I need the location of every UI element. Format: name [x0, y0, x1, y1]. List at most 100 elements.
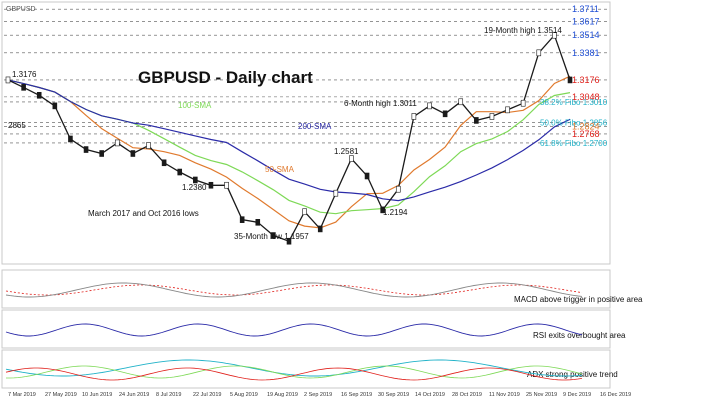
x-axis-labels: 7 Mar 2019 27 May 2019 10 Jun 2019 24 Jun 2… — [8, 392, 631, 398]
moving-averages — [7, 75, 571, 229]
adx-panel — [1, 349, 611, 389]
right-axis-label-5: 1.3048 — [572, 92, 600, 102]
right-axis-label-0: 1.3711 — [572, 4, 599, 14]
annotation-1: 1.3176 — [12, 70, 37, 79]
x-tick-label-11: 14 Oct 2019 — [415, 392, 445, 398]
right-axis-label-6: 38.2% Fibo 1.3010 — [540, 98, 608, 107]
price-point-9 — [146, 142, 151, 149]
price-point-0 — [5, 76, 11, 84]
right-axis-labels: 1.3711 1.3617 1.3514 1.3381 1.3176 1.304838.2… — [540, 4, 608, 148]
price-point-24 — [380, 206, 385, 214]
annotation-0: 19-Month high 1.3514 — [484, 26, 562, 35]
price-point-2 — [36, 91, 42, 99]
x-tick-label-10: 30 Sep 2019 — [378, 392, 409, 398]
price-point-29 — [458, 98, 464, 106]
price-point-26 — [411, 113, 417, 120]
right-axis-label-8: 1.2824 — [572, 122, 600, 132]
annotation-2: 6-Month high 1.3011 — [344, 99, 417, 108]
price-point-25 — [395, 185, 401, 193]
price-point-7 — [114, 139, 120, 147]
right-axis-label-2: 1.3514 — [572, 30, 600, 40]
right-axis-label-4: 1.3176 — [572, 75, 600, 85]
x-tick-label-9: 16 Sep 2019 — [341, 392, 372, 398]
x-tick-label-5: 22 Jul 2019 — [193, 392, 221, 398]
price-line — [5, 31, 573, 245]
x-tick-label-4: 8 Jul 2019 — [156, 392, 181, 398]
price-point-12 — [193, 176, 198, 184]
x-tick-label-0: 7 Mar 2019 — [8, 392, 36, 398]
price-point-1 — [21, 84, 26, 91]
right-axis-label-7: 50.0% Fibo 1.2856 — [540, 118, 608, 127]
x-tick-label-12: 28 Oct 2019 — [452, 392, 482, 398]
annotation-9: March 2017 and Oct 2016 lows — [88, 209, 199, 218]
x-tick-label-7: 19 Aug 2019 — [267, 392, 298, 398]
rsi-caption: RSI exits overbought area — [533, 331, 626, 340]
price-point-16 — [255, 219, 261, 226]
right-axis-label-3: 1.3381 — [572, 48, 600, 58]
price-point-23 — [364, 172, 370, 180]
right-axis-label-9: 1.2768 — [572, 129, 600, 139]
annotation-4: 200-SMA — [298, 122, 332, 131]
adx-line — [5, 359, 583, 377]
price-point-19 — [302, 208, 307, 216]
annotation-7: 1.2380 — [182, 183, 207, 192]
annotation-10: 35-Month low 1.1957 — [234, 232, 309, 241]
macd-panel — [1, 269, 611, 309]
price-point-27 — [427, 102, 432, 110]
price-point-34 — [536, 49, 542, 57]
price-point-28 — [442, 110, 448, 118]
price-point-30 — [474, 117, 479, 124]
macd-trigger-line — [5, 284, 583, 296]
x-tick-label-6: 5 Aug 2019 — [230, 392, 258, 398]
price-point-15 — [239, 216, 245, 223]
annotation-11: 2865 — [8, 121, 26, 130]
annotation-5: 50-SMA — [265, 165, 295, 174]
price-point-31 — [489, 113, 495, 120]
right-axis-label-10: 61.8% Fibo 1.2700 — [540, 139, 608, 148]
adx-plus-di-line — [6, 365, 583, 379]
price-point-8 — [130, 150, 136, 157]
x-tick-label-15: 9 Dec 2019 — [563, 392, 591, 398]
price-point-13 — [208, 181, 214, 189]
price-point-22 — [349, 155, 354, 162]
sma-200-line — [7, 79, 571, 202]
symbol-label: GBPUSD — [6, 6, 36, 13]
x-tick-label-14: 25 Nov 2019 — [526, 392, 557, 398]
annotation-6: 1.2581 — [334, 147, 359, 156]
gridlines — [4, 8, 608, 144]
price-point-35 — [552, 31, 557, 39]
chart-title: GBPUSD - Daily chart — [138, 68, 313, 87]
x-tick-label-13: 11 Nov 2019 — [489, 392, 520, 398]
sma-50-line — [7, 75, 571, 229]
price-point-11 — [177, 168, 183, 176]
adx-caption: ADX strong positive trend — [527, 370, 618, 379]
x-tick-label-2: 10 Jun 2019 — [82, 392, 112, 398]
price-point-18 — [286, 237, 292, 245]
x-tick-label-1: 27 May 2019 — [45, 392, 77, 398]
annotation-8: 1.2194 — [383, 208, 408, 217]
rsi-panel — [1, 309, 611, 349]
chart-annotations: 19-Month high 1.3514 1.3176 6-Month high 1… — [8, 26, 562, 241]
annotation-3: 100-SMA — [178, 101, 212, 110]
price-point-6 — [99, 150, 104, 157]
main-panel — [1, 1, 611, 265]
price-point-33 — [520, 99, 526, 107]
x-tick-label-8: 2 Sep 2019 — [304, 392, 332, 398]
price-point-4 — [68, 135, 73, 143]
indicator-lines — [5, 282, 583, 381]
price-point-21 — [333, 189, 339, 197]
price-point-36 — [567, 76, 573, 84]
rsi-line — [5, 323, 583, 337]
macd-caption: MACD above trigger in positive area — [514, 295, 643, 304]
price-point-32 — [505, 106, 510, 114]
price-point-3 — [52, 102, 58, 110]
x-tick-label-3: 24 Jun 2019 — [119, 392, 149, 398]
price-point-14 — [224, 181, 229, 189]
macd-histogram-trace — [5, 282, 583, 298]
price-point-20 — [317, 225, 323, 233]
price-point-5 — [83, 146, 89, 153]
adx-minus-di-line — [5, 367, 583, 381]
right-axis-label-1: 1.3617 — [572, 17, 600, 27]
